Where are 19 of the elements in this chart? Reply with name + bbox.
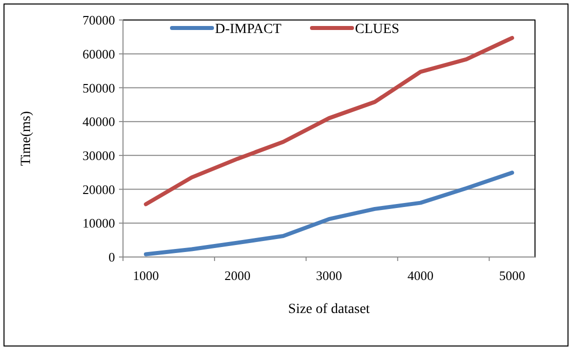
x-tick-label: 1000 [132, 268, 159, 283]
y-tick-label: 20000 [82, 182, 115, 197]
line-series [144, 36, 514, 206]
x-tick-label: 3000 [316, 268, 342, 283]
y-axis-title: Time(ms) [19, 110, 34, 166]
y-tick-label: 0 [108, 250, 115, 265]
x-tick-label: 4000 [408, 268, 434, 283]
x-tick-label: 2000 [224, 268, 250, 283]
x-tick-label: 5000 [499, 268, 526, 283]
line-series [144, 170, 514, 256]
y-tick-label: 60000 [82, 46, 115, 62]
x-axis-title: Size of dataset [288, 302, 370, 317]
y-tick-label: 30000 [82, 148, 115, 163]
y-tick-label: 10000 [82, 216, 115, 231]
y-tick-label: 50000 [82, 80, 115, 96]
y-tick-label: 40000 [82, 114, 115, 130]
legend-label: D-IMPACT [215, 22, 282, 37]
y-tick-label: 70000 [82, 12, 115, 28]
legend-label: CLUES [355, 22, 400, 37]
